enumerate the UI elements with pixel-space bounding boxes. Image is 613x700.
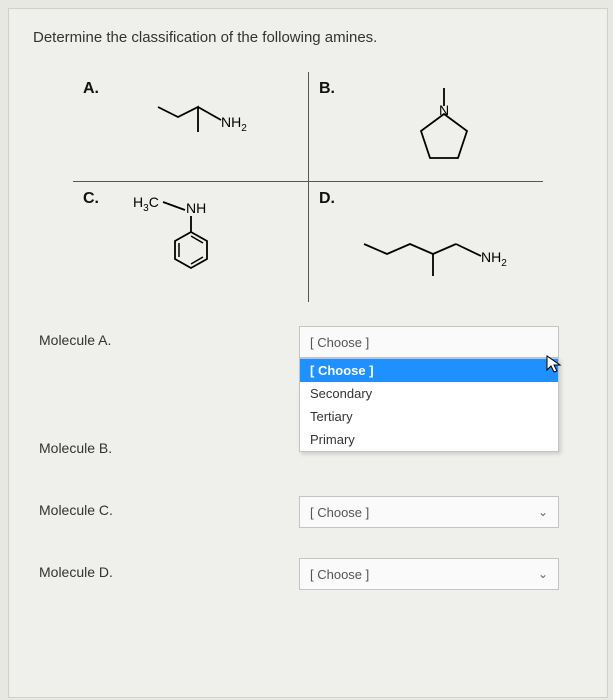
chevron-down-icon: ⌄ — [538, 505, 548, 519]
question-title: Determine the classification of the foll… — [33, 29, 583, 46]
select-d[interactable]: [ Choose ] ⌄ — [299, 558, 559, 590]
answer-area: Molecule A. [ Choose ] [ Choose ] Second… — [33, 326, 583, 620]
select-a-dropdown: [ Choose ] Secondary Tertiary Primary — [299, 358, 559, 452]
option-tertiary[interactable]: Tertiary — [300, 405, 558, 428]
option-primary[interactable]: Primary — [300, 428, 558, 451]
formula-d: NH2 — [481, 249, 507, 269]
answer-row-c: Molecule C. [ Choose ] ⌄ — [33, 496, 583, 558]
answer-row-a: Molecule A. [ Choose ] [ Choose ] Second… — [33, 326, 583, 388]
molecule-cell-d: D. NH2 — [308, 182, 543, 302]
formula-a: NH2 — [221, 114, 247, 134]
select-c-value: [ Choose ] — [310, 505, 369, 520]
molecule-grid: A. NH2 B. N C. — [73, 72, 543, 302]
molecule-label-c: C. — [83, 190, 99, 207]
structure-d: NH2 — [359, 222, 529, 297]
answer-label-d: Molecule D. — [39, 558, 299, 580]
molecule-cell-c: C. H3C NH — [73, 182, 308, 302]
molecule-label-a: A. — [83, 80, 99, 97]
select-a[interactable]: [ Choose ] [ Choose ] Secondary Tertiary… — [299, 326, 559, 358]
chevron-down-icon: ⌄ — [538, 567, 548, 581]
molecule-label-b: B. — [319, 80, 335, 97]
molecule-cell-a: A. NH2 — [73, 72, 308, 182]
option-secondary[interactable]: Secondary — [300, 382, 558, 405]
structure-b: N — [399, 84, 489, 179]
formula-b: N — [439, 102, 449, 118]
question-card: Determine the classification of the foll… — [8, 8, 608, 698]
answer-row-d: Molecule D. [ Choose ] ⌄ — [33, 558, 583, 620]
select-c[interactable]: [ Choose ] ⌄ — [299, 496, 559, 528]
answer-label-c: Molecule C. — [39, 496, 299, 518]
formula-c: NH — [186, 200, 206, 216]
molecule-cell-b: B. N — [308, 72, 543, 182]
option-choose[interactable]: [ Choose ] — [300, 359, 558, 382]
select-a-display[interactable]: [ Choose ] — [299, 326, 559, 358]
structure-a: NH2 — [153, 92, 263, 157]
cursor-icon — [545, 354, 565, 374]
molecule-label-d: D. — [319, 190, 335, 207]
answer-label-a: Molecule A. — [39, 326, 299, 348]
select-d-value: [ Choose ] — [310, 567, 369, 582]
answer-label-b: Molecule B. — [39, 434, 299, 456]
